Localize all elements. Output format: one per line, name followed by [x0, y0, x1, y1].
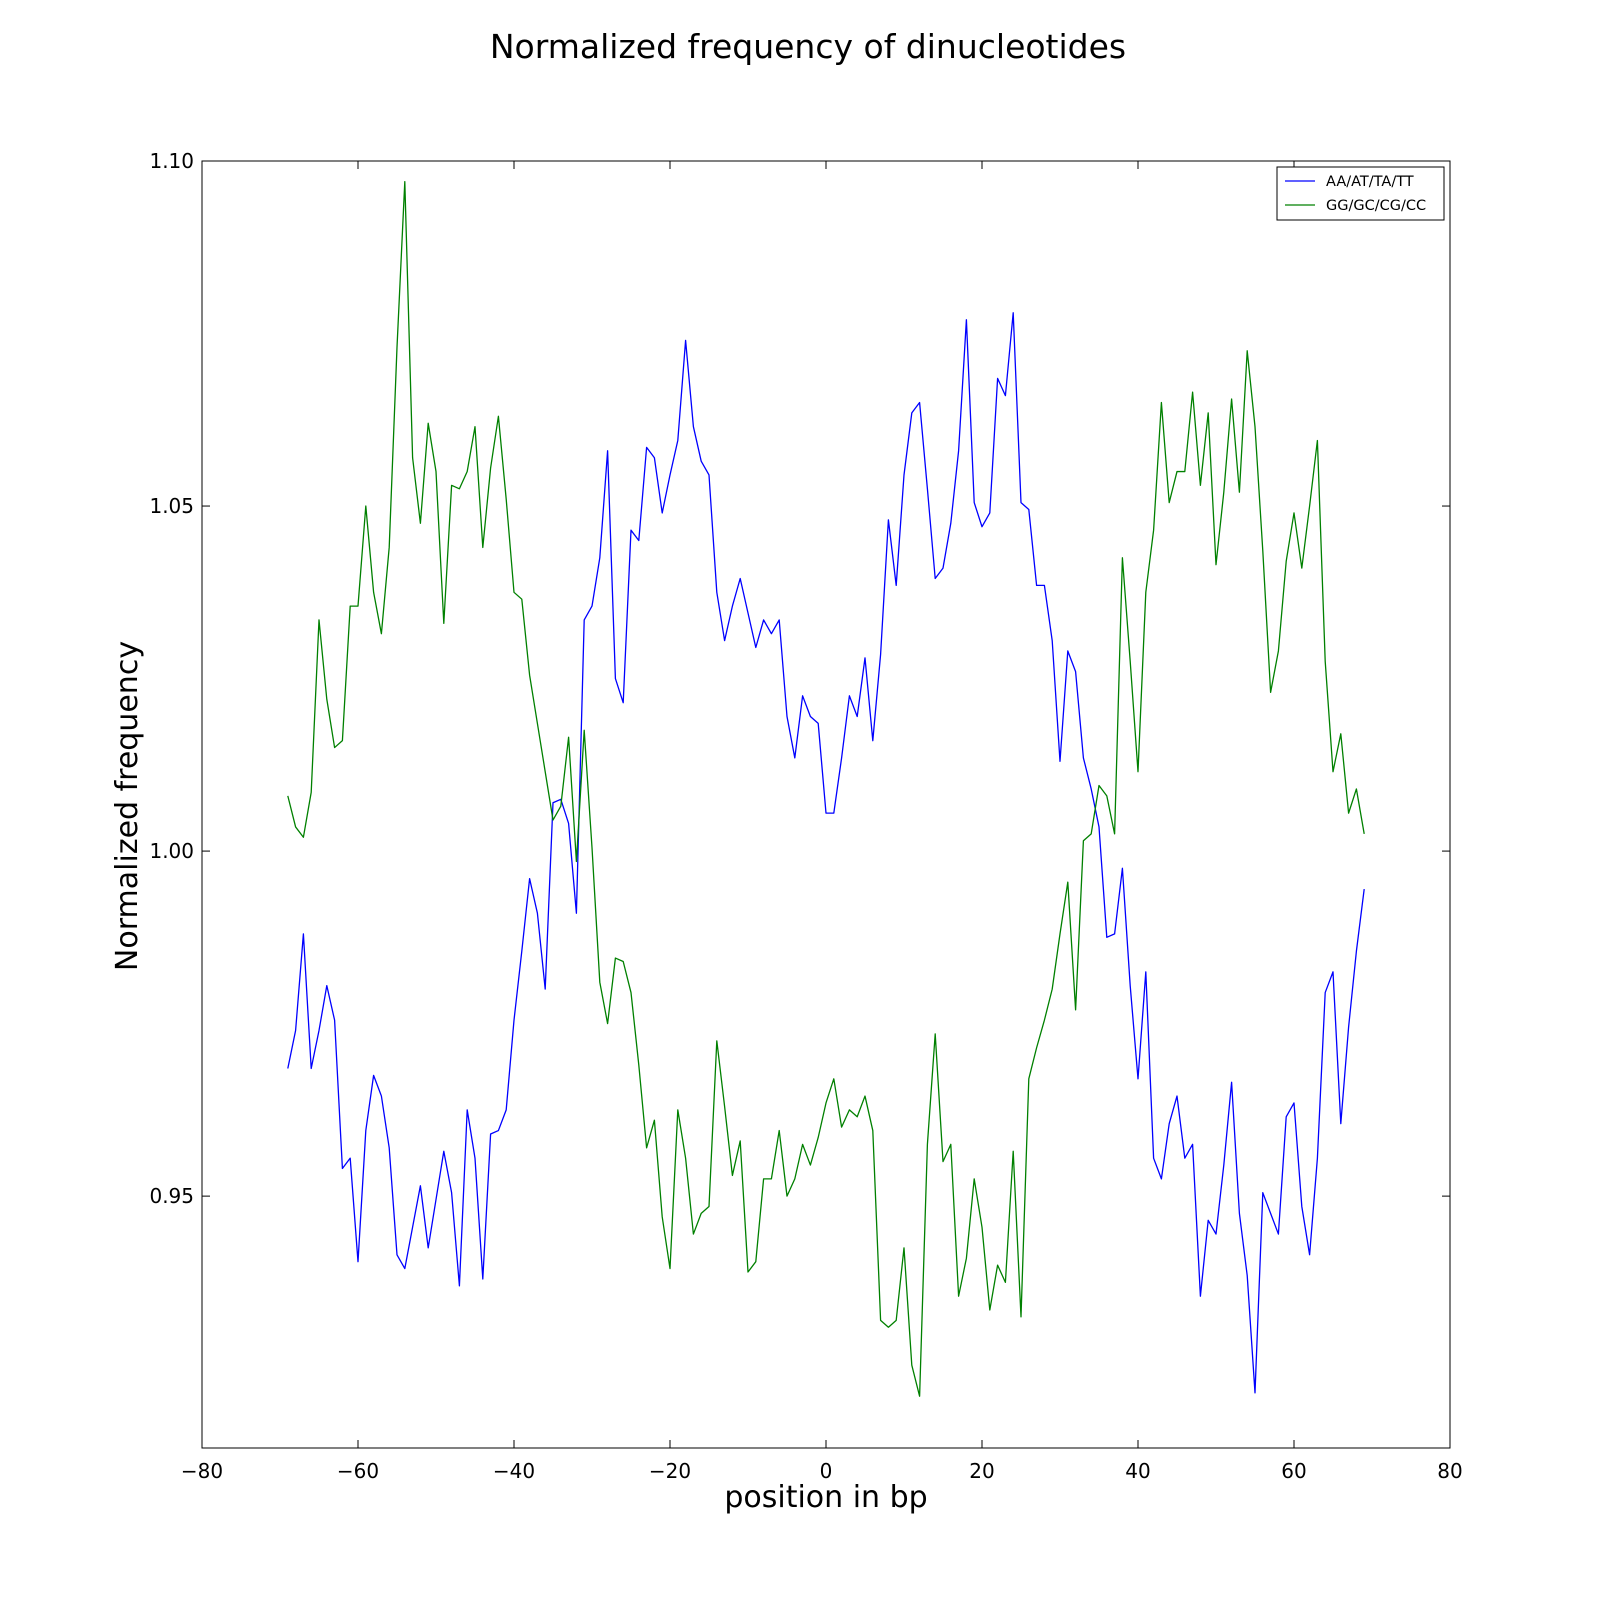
x-tick-label: 20 — [969, 1459, 994, 1483]
x-axis-ticks: −80 −60 −40 −20 0 20 40 60 80 — [181, 161, 1463, 1483]
y-tick-label: 1.05 — [149, 494, 194, 518]
y-tick-label: 1.00 — [149, 839, 194, 863]
x-tick-label: −40 — [493, 1459, 535, 1483]
legend-label-aa-at-ta-tt: AA/AT/TA/TT — [1326, 174, 1414, 190]
legend-box — [1276, 166, 1445, 221]
x-tick-label: 40 — [1125, 1459, 1150, 1483]
y-tick-label: 1.10 — [149, 149, 194, 173]
legend: AA/AT/TA/TT GG/GC/CG/CC — [1276, 166, 1445, 221]
y-axis-ticks: 0.95 1.00 1.05 1.10 — [149, 149, 1450, 1208]
y-tick-label: 0.95 — [149, 1184, 194, 1208]
legend-label-gg-gc-cg-cc: GG/GC/CG/CC — [1326, 198, 1426, 214]
x-tick-label: 0 — [820, 1459, 833, 1483]
series-line-aa-at-ta-tt — [287, 312, 1365, 1394]
x-tick-label: −60 — [337, 1459, 379, 1483]
x-tick-label: −80 — [181, 1459, 223, 1483]
series-line-gg-gc-cg-cc — [287, 181, 1365, 1397]
x-axis-title: position in bp — [724, 1480, 927, 1515]
x-tick-label: 80 — [1437, 1459, 1462, 1483]
x-tick-label: −20 — [649, 1459, 691, 1483]
chart-title: Normalized frequency of dinucleotides — [490, 27, 1126, 66]
plot-area-frame — [201, 160, 1451, 1449]
x-tick-label: 60 — [1281, 1459, 1306, 1483]
y-axis-title: Normalized frequency — [110, 641, 145, 971]
series-lines — [287, 181, 1365, 1397]
